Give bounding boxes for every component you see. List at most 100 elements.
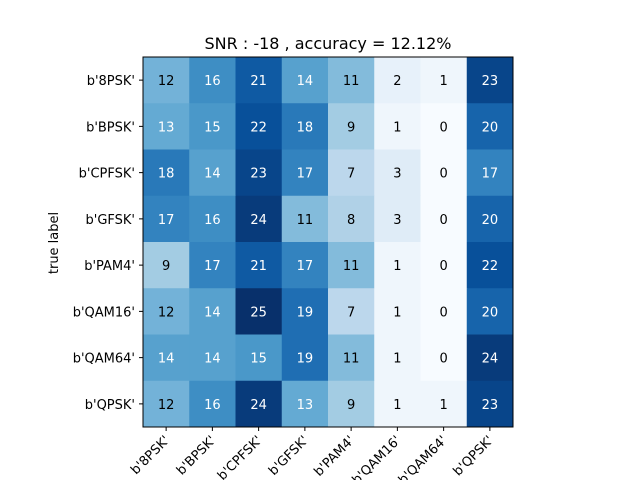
cell-value-label: 24 [482, 352, 499, 367]
heatmap-cell [143, 380, 190, 428]
cell-value-label: 23 [250, 167, 267, 182]
cell-value-label: 11 [297, 213, 314, 228]
cell-value-label: 0 [439, 305, 447, 320]
y-tick-label: b'QAM64' [73, 352, 135, 367]
heatmap-cell [235, 195, 283, 243]
heatmap-cell [281, 149, 329, 197]
cell-value-label: 16 [204, 213, 221, 228]
y-tick-label: b'GFSK' [86, 213, 136, 228]
cell-value-label: 0 [439, 213, 447, 228]
heatmap-cell [189, 242, 236, 289]
heatmap-cell [235, 57, 283, 104]
x-tick-label: b'QAM16' [350, 433, 405, 480]
x-axis-ticks: b'8PSK' b'BPSK'b'CPFSK' b'GFSK' b'PAM4'b'QA… [128, 427, 497, 480]
cell-value-label: 14 [204, 167, 221, 182]
y-tick-label: b'QAM16' [73, 305, 135, 320]
cell-value-label: 20 [482, 120, 499, 135]
heatmap-cell [374, 103, 421, 150]
x-tick-label: b'GFSK' [266, 433, 312, 479]
cell-value-label: 21 [250, 259, 267, 274]
chart-title: SNR : -18 , accuracy = 12.12% [205, 34, 452, 53]
heatmap-cell [374, 380, 421, 428]
cell-value-label: 1 [439, 398, 447, 413]
x-tick-label: b'8PSK' [128, 433, 173, 478]
heatmap-cell [328, 380, 375, 428]
cell-value-label: 19 [297, 305, 314, 320]
heatmap-cell [235, 288, 283, 335]
cell-value-label: 23 [482, 398, 499, 413]
cell-value-label: 16 [204, 74, 221, 89]
heatmap-cell [235, 380, 283, 428]
cell-value-label: 15 [250, 352, 267, 367]
cell-value-label: 17 [482, 167, 499, 182]
cell-value-label: 2 [393, 74, 401, 89]
heatmap-cell [420, 288, 468, 335]
heatmap-cell [189, 288, 236, 335]
cell-value-label: 11 [343, 259, 360, 274]
heatmap-cell [420, 149, 468, 197]
heatmap-cell [189, 334, 236, 382]
cell-value-label: 0 [439, 120, 447, 135]
heatmap-cell [143, 57, 190, 104]
cell-value-label: 14 [204, 305, 221, 320]
heatmap-cell [328, 242, 375, 289]
cell-value-label: 18 [297, 120, 314, 135]
heatmap-cell [189, 57, 236, 104]
heatmap-cell [466, 103, 514, 150]
cell-value-label: 15 [204, 120, 221, 135]
y-tick-label: b'QPSK' [85, 398, 135, 413]
heatmap-cell [466, 57, 514, 104]
y-axis-label: true label [47, 212, 62, 274]
cell-value-label: 0 [439, 352, 447, 367]
cell-value-label: 24 [250, 213, 267, 228]
cell-value-label: 18 [158, 167, 175, 182]
plot-frame [142, 56, 514, 428]
heatmap-cell [143, 195, 190, 243]
cell-value-label: 14 [204, 352, 221, 367]
heatmap-cell [466, 288, 514, 335]
heatmap-cell [328, 288, 375, 335]
heatmap-cell [374, 242, 421, 289]
heatmap-cell [189, 195, 236, 243]
heatmap-cell [143, 334, 190, 382]
cell-value-label: 11 [343, 74, 360, 89]
cell-value-label: 3 [393, 213, 401, 228]
heatmap-cell [281, 288, 329, 335]
heatmap-cell [466, 380, 514, 428]
heatmap-cell [235, 334, 283, 382]
cell-value-label: 13 [297, 398, 314, 413]
heatmap-cell [143, 288, 190, 335]
cell-value-label: 9 [347, 398, 355, 413]
heatmap-cell [420, 334, 468, 382]
cell-value-label: 0 [439, 259, 447, 274]
x-tick-label: b'BPSK' [174, 433, 219, 478]
cell-value-label: 13 [158, 120, 175, 135]
heatmap-cell [328, 149, 375, 197]
cell-value-label: 16 [204, 398, 221, 413]
heatmap-cell [143, 149, 190, 197]
heatmap-cell [281, 57, 329, 104]
cell-value-label: 21 [250, 74, 267, 89]
cell-value-label: 22 [482, 259, 499, 274]
heatmap-cell [466, 195, 514, 243]
cell-value-label: 22 [250, 120, 267, 135]
heatmap-cell [374, 57, 421, 104]
heatmap-cell [281, 103, 329, 150]
heatmap-cell [281, 242, 329, 289]
heatmap-cell [328, 195, 375, 243]
x-tick-label: b'CPFSK' [215, 433, 265, 480]
y-tick-label: b'CPFSK' [79, 167, 135, 182]
x-tick-label: b'PAM4' [311, 433, 358, 480]
cell-value-label: 20 [482, 305, 499, 320]
heatmap-cell [420, 195, 468, 243]
heatmap-cell [328, 57, 375, 104]
cell-value-label: 1 [393, 120, 401, 135]
heatmap-cells [143, 57, 514, 428]
heatmap-cell [466, 149, 514, 197]
cell-value-label: 17 [297, 259, 314, 274]
heatmap-cell [143, 242, 190, 289]
cell-value-label: 14 [297, 74, 314, 89]
cell-value-label: 3 [393, 167, 401, 182]
